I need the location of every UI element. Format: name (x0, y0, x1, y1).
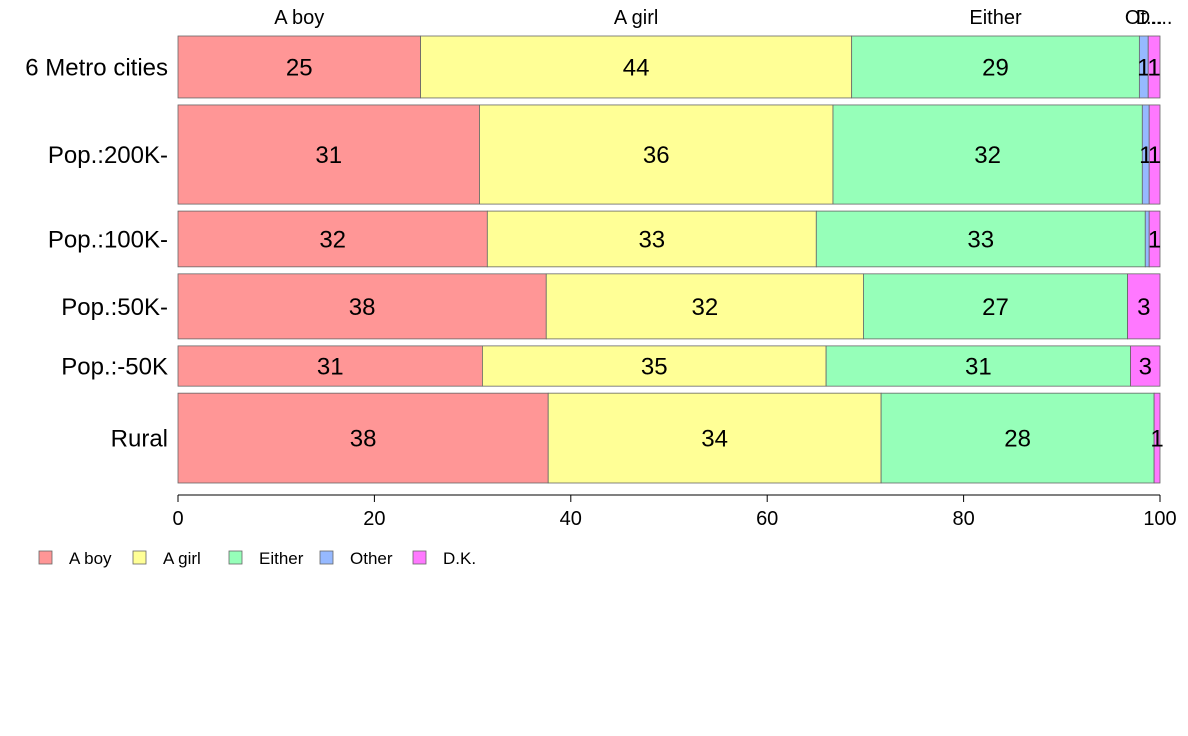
data-label: 1 (1150, 426, 1163, 453)
data-label: 3 (1137, 294, 1150, 321)
data-label: 35 (641, 354, 668, 381)
data-label: 34 (701, 426, 728, 453)
bar-segment (1148, 210, 1161, 268)
data-label: 31 (315, 142, 342, 169)
data-label: 1 (1148, 226, 1161, 253)
bar-segment (880, 392, 1155, 484)
category-label: 6 Metro cities (25, 54, 168, 81)
bar-segment (815, 210, 1146, 268)
bar-segment (825, 345, 1131, 387)
legend-swatch (412, 550, 427, 565)
data-label: 32 (319, 226, 346, 253)
data-label: 1 (1137, 54, 1150, 81)
top-series-label: A girl (614, 7, 658, 29)
x-tick-label: 80 (952, 508, 974, 530)
data-label: 29 (982, 54, 1009, 81)
data-label: 32 (974, 142, 1001, 169)
top-series-label: Ot... (1125, 7, 1163, 29)
x-tick-label: 60 (756, 508, 778, 530)
legend-label: Either (259, 549, 304, 568)
data-label: 27 (982, 294, 1009, 321)
data-label: 28 (1004, 426, 1031, 453)
category-label: Pop.:200K- (48, 142, 168, 169)
x-tick-label: 0 (172, 508, 183, 530)
legend-swatch (38, 550, 53, 565)
category-label: Rural (111, 426, 168, 453)
legend-swatch (228, 550, 243, 565)
data-label: 33 (967, 226, 994, 253)
legend-label: Other (350, 549, 393, 568)
bar-segment (177, 210, 488, 268)
data-label: 1 (1147, 54, 1160, 81)
bar-segment (851, 35, 1140, 99)
data-label: 38 (349, 294, 376, 321)
data-label: 31 (965, 354, 992, 381)
data-label: 38 (350, 426, 377, 453)
bar-segment (1127, 273, 1161, 340)
bar-segment (832, 104, 1143, 205)
bar-segment (482, 345, 827, 387)
data-label: 3 (1139, 354, 1152, 381)
data-label: 1 (1148, 142, 1161, 169)
category-label: Pop.:50K- (61, 294, 168, 321)
bar-segment (1148, 104, 1161, 205)
bar-segment (420, 35, 853, 99)
data-label: 33 (638, 226, 665, 253)
top-series-label: Either (969, 7, 1022, 29)
data-label: 36 (643, 142, 670, 169)
bar-segment (177, 104, 480, 205)
top-series-label: D.... (1136, 7, 1173, 29)
legend-label: D.K. (443, 549, 476, 568)
data-label: 31 (317, 354, 344, 381)
x-tick-label: 100 (1143, 508, 1176, 530)
bar-segment (177, 392, 549, 484)
x-tick-label: 20 (363, 508, 385, 530)
bar-segment (1147, 35, 1161, 99)
bar-segment (177, 345, 483, 387)
bar-segment (863, 273, 1128, 340)
bar-segment (177, 273, 547, 340)
category-label: Pop.:-50K (61, 354, 168, 381)
top-series-label: A boy (274, 7, 324, 29)
bar-segment (1153, 392, 1161, 484)
bar-segment (486, 210, 817, 268)
data-label: 25 (286, 54, 313, 81)
legend-swatch (132, 550, 147, 565)
data-label: 32 (691, 294, 718, 321)
legend-swatch (319, 550, 334, 565)
category-label: Pop.:100K- (48, 226, 168, 253)
bar-segment (177, 35, 421, 99)
legend-label: A boy (69, 549, 112, 568)
bar-segment (1130, 345, 1161, 387)
data-label: 44 (623, 54, 650, 81)
x-tick-label: 40 (560, 508, 582, 530)
bar-segment (479, 104, 834, 205)
legend-label: A girl (163, 549, 201, 568)
